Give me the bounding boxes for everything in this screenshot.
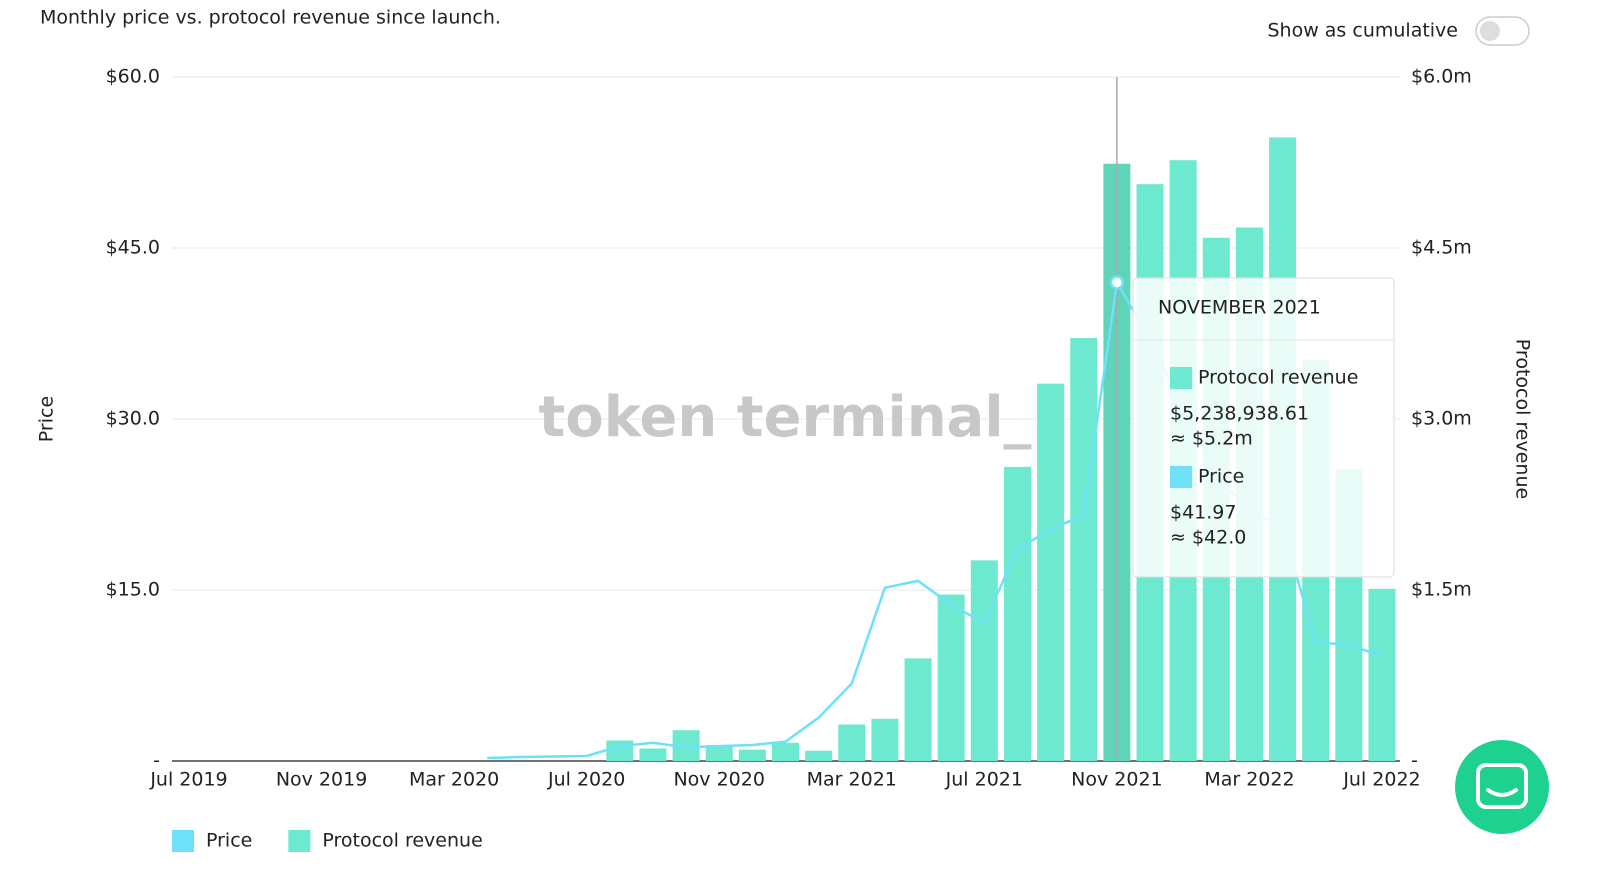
bar [970,560,998,761]
tooltip-swatch [1170,466,1192,488]
y-tick-label: $60.0 [106,66,160,88]
bar [639,748,667,761]
x-tick-label: Mar 2022 [1204,769,1294,791]
legend-swatch [288,830,311,852]
x-tick-label: Nov 2020 [673,769,764,791]
y2-tick-label: $1.5m [1411,579,1472,601]
x-tick-label: Nov 2019 [276,769,367,791]
tooltip-value: $5,238,938.61 [1170,403,1309,425]
x-tick-label: Mar 2021 [807,769,897,791]
y-tick-label: $45.0 [106,237,160,259]
subtitle: Monthly price vs. protocol revenue since… [40,7,501,29]
bar [805,750,833,761]
tooltip-value: $41.97 [1170,502,1236,524]
watermark: token terminal_ [538,385,1031,450]
bar [904,658,932,761]
x-tick-label: Jul 2021 [945,769,1023,791]
bar [1003,466,1031,761]
toggle-knob [1480,21,1500,41]
tooltip-title: NOVEMBER 2021 [1158,297,1321,319]
y2-tick-label: $4.5m [1411,237,1472,259]
y2-tick-label: - [1411,750,1418,772]
chat-smile [1486,788,1518,797]
bar [606,740,634,761]
y-tick-label: $30.0 [106,408,160,430]
bar [738,749,766,761]
bar [705,745,733,761]
y2-tick-label: $3.0m [1411,408,1472,430]
hover-point [1109,275,1125,290]
y2-tick-label: $6.0m [1411,66,1472,88]
tooltip [1132,277,1395,578]
y-tick-label: - [153,750,160,772]
x-tick-label: Jul 2020 [547,769,625,791]
y-axis-label: Price [36,396,58,442]
y2-axis-label: Protocol revenue [1512,339,1534,499]
bar [838,724,866,761]
bar [1070,338,1098,761]
bar [871,718,899,761]
tooltip-approx: ≈ $42.0 [1170,527,1246,549]
tooltip-series-name: Price [1198,466,1244,488]
bar [1368,588,1396,761]
y-tick-label: $15.0 [106,579,160,601]
x-tick-label: Nov 2021 [1071,769,1162,791]
bar [937,594,965,761]
legend-label: Protocol revenue [322,830,482,852]
legend-label: Price [206,830,252,852]
tooltip-series-name: Protocol revenue [1198,367,1358,389]
bar [772,742,799,761]
x-tick-label: Jul 2022 [1342,769,1420,791]
toggle-label: Show as cumulative [1267,20,1458,42]
x-tick-label: Mar 2020 [409,769,499,791]
chat-icon [1476,763,1528,809]
legend-swatch [172,830,194,852]
bar [1037,383,1065,761]
chat-button[interactable] [1455,740,1549,834]
tooltip-approx: ≈ $5.2m [1170,428,1253,450]
tooltip-swatch [1170,367,1192,389]
x-tick-label: Jul 2019 [149,769,227,791]
